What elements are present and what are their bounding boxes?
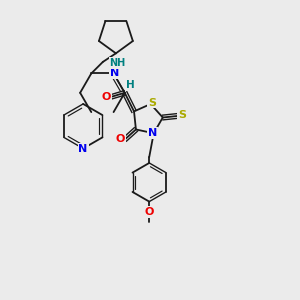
Text: O: O <box>145 207 154 217</box>
Text: NH: NH <box>110 58 126 68</box>
Text: H: H <box>126 80 135 90</box>
Text: N: N <box>148 128 158 138</box>
Text: N: N <box>110 68 119 79</box>
Text: N: N <box>79 143 88 154</box>
Text: S: S <box>148 98 156 107</box>
Text: S: S <box>178 110 186 120</box>
Text: O: O <box>101 92 111 102</box>
Text: O: O <box>116 134 125 143</box>
